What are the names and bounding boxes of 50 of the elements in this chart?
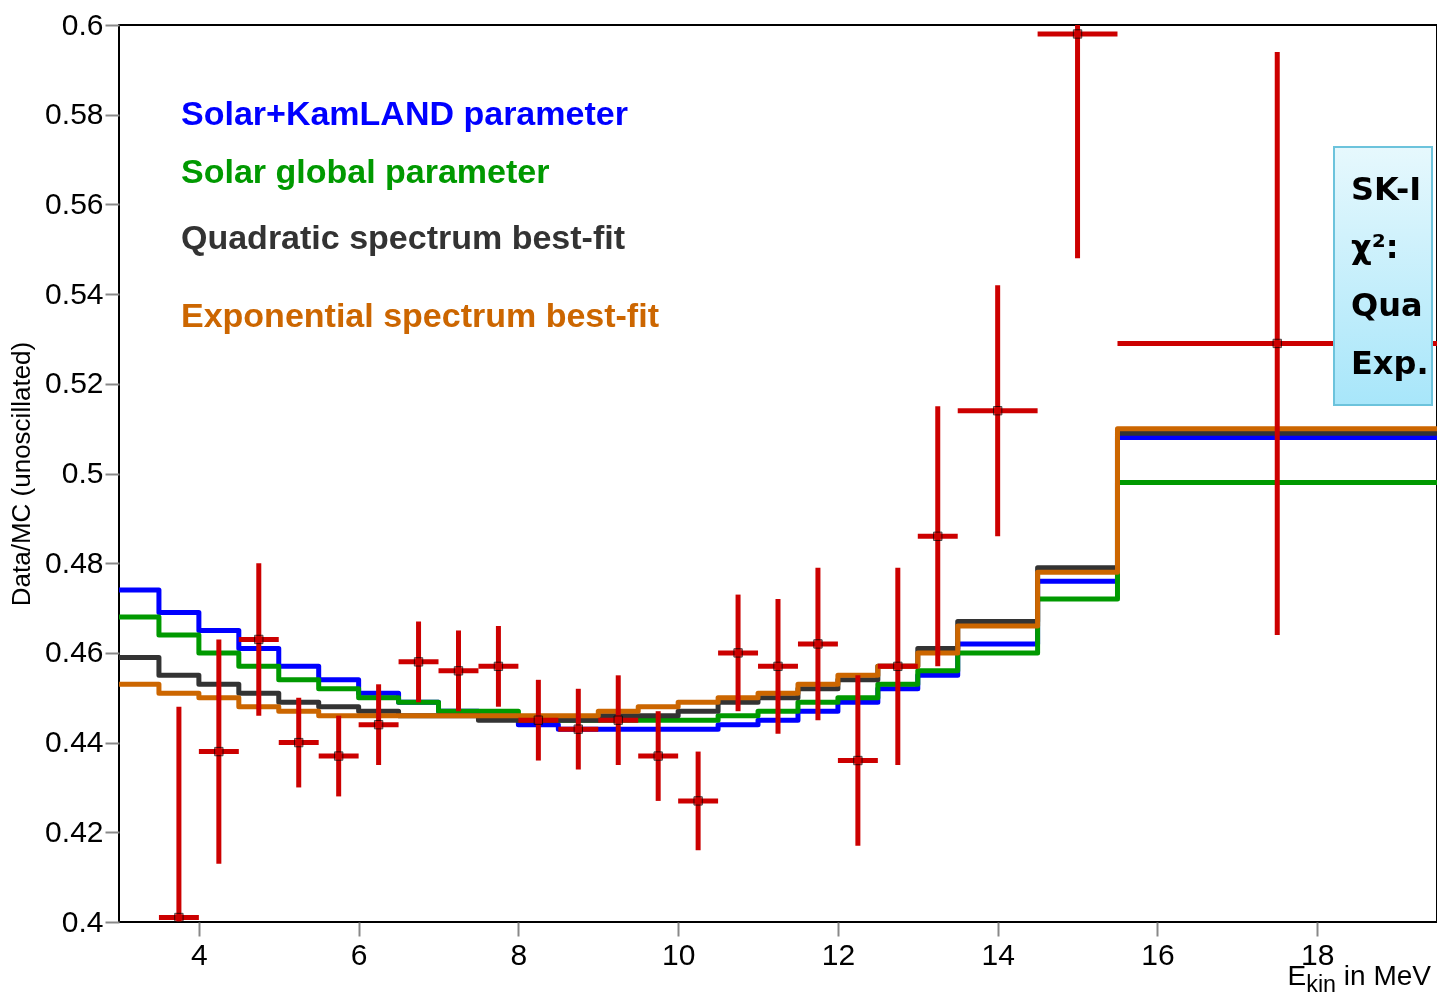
y-axis-title: Data/MC (unoscillated): [6, 341, 37, 607]
point: [573, 724, 583, 734]
x-tick-label: 4: [191, 937, 208, 971]
point: [733, 648, 743, 658]
x-tick-label: 16: [1141, 937, 1175, 971]
y-tick-label: 0.58: [45, 97, 104, 131]
y-tick-label: 0.4: [61, 904, 104, 938]
text: Solar+KamLAND parameter: [181, 94, 628, 132]
y-tick-label: 0.54: [45, 276, 104, 310]
point: [853, 755, 863, 766]
text: Solar global parameter: [181, 152, 550, 190]
y-tick-label: 0.56: [45, 186, 104, 220]
point: [693, 796, 703, 806]
y-tick-label: 0.46: [45, 635, 104, 669]
point: [653, 751, 663, 761]
text: Quadratic spectrum best-fit: [181, 218, 625, 256]
text: Exponential spectrum best-fit: [181, 296, 659, 334]
point: [773, 661, 783, 672]
x-tick-label: 10: [661, 937, 696, 971]
x-tick-label: 6: [350, 937, 368, 971]
y-tick-label: 0.6: [61, 7, 104, 41]
x-tick-label: 8: [510, 937, 528, 971]
point: [214, 746, 224, 757]
point: [333, 751, 344, 761]
annotation: Exp.: [1351, 343, 1430, 384]
y-tick-label: 0.42: [45, 814, 104, 848]
y-tick-label: 0.5: [61, 456, 104, 489]
point: [613, 715, 623, 725]
annotation: SK-I: [1351, 169, 1423, 210]
point: [893, 661, 903, 672]
point: [992, 406, 1003, 416]
point: [174, 912, 184, 923]
y-tick-label: 0.48: [45, 545, 104, 579]
annotation: χ²:: [1351, 227, 1400, 268]
y-tick-label: 0.44: [45, 725, 104, 759]
point: [294, 737, 304, 748]
point: [413, 657, 424, 667]
point: [373, 719, 384, 730]
x-tick-label: 12: [821, 937, 856, 971]
point: [813, 639, 823, 649]
point: [254, 634, 264, 645]
x-tick-label: 14: [981, 937, 1015, 971]
point: [493, 661, 504, 672]
point: [1072, 29, 1083, 39]
point: [453, 666, 464, 676]
point: [1272, 338, 1282, 349]
point: [533, 715, 544, 725]
annotation: Qua: [1351, 285, 1424, 326]
point: [933, 531, 943, 541]
y-tick-label: 0.52: [45, 366, 104, 400]
